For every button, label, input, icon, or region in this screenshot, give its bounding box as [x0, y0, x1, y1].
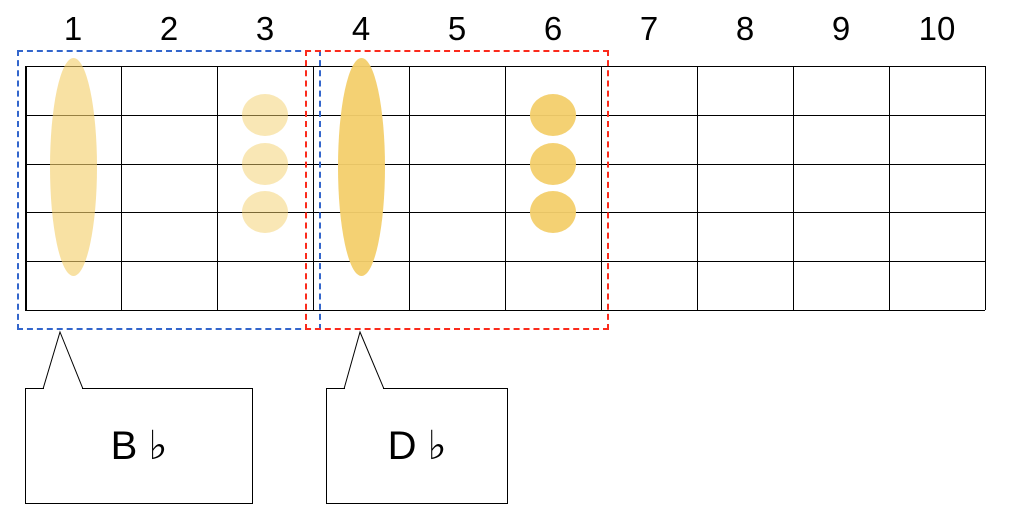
fret-number: 9 — [832, 10, 850, 48]
box-a — [17, 50, 321, 330]
fret-number: 6 — [544, 10, 562, 48]
box-b — [305, 50, 609, 330]
callout-pointer-join — [345, 388, 383, 390]
fretboard-diagram: 1 2 3 4 5 6 7 8 9 10 B ♭ D ♭ — [0, 0, 1024, 525]
callout-label: B ♭ — [111, 423, 168, 469]
fret-number: 10 — [919, 10, 956, 48]
fret-number: 7 — [640, 10, 658, 48]
fret-number: 3 — [256, 10, 274, 48]
fret-line — [889, 66, 890, 310]
callout-pointer — [41, 330, 85, 390]
fret-number: 2 — [160, 10, 178, 48]
fret-number: 8 — [736, 10, 754, 48]
callout-label: D ♭ — [388, 423, 447, 469]
fret-line — [793, 66, 794, 310]
fret-number: 4 — [352, 10, 370, 48]
fret-number: 1 — [64, 10, 82, 48]
fret-number: 5 — [448, 10, 466, 48]
callout-a: B ♭ — [25, 388, 253, 504]
callout-pointer — [342, 330, 386, 390]
fret-line — [985, 66, 986, 310]
callout-b: D ♭ — [326, 388, 508, 504]
fret-line — [697, 66, 698, 310]
callout-pointer-join — [44, 388, 82, 390]
